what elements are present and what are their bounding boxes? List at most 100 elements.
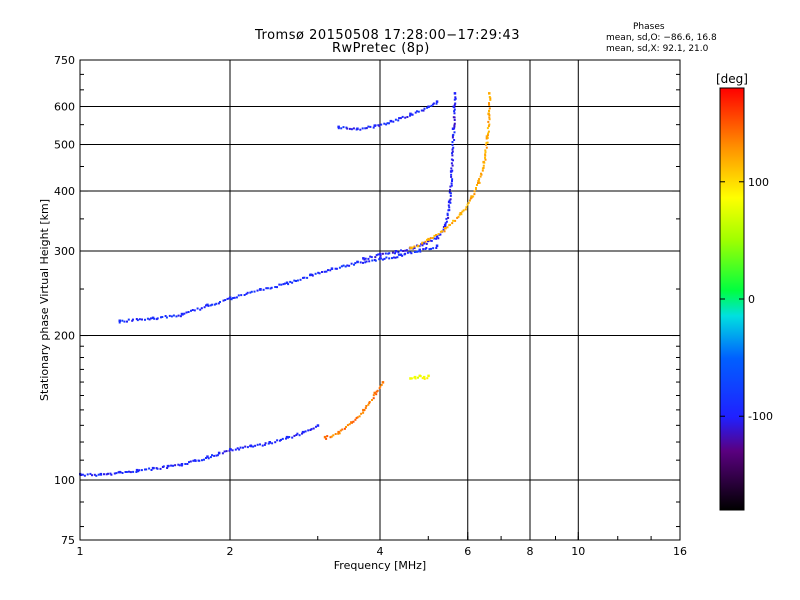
data-point bbox=[140, 469, 143, 472]
data-point bbox=[431, 103, 434, 106]
data-point bbox=[170, 315, 173, 318]
data-point bbox=[346, 424, 349, 427]
data-point bbox=[413, 251, 416, 253]
data-point bbox=[482, 166, 485, 169]
data-point bbox=[244, 445, 247, 448]
data-point bbox=[222, 299, 225, 302]
data-point bbox=[487, 132, 490, 135]
data-point bbox=[413, 247, 416, 250]
data-point bbox=[105, 473, 108, 476]
data-point bbox=[180, 312, 184, 316]
data-point bbox=[323, 435, 327, 439]
data-point bbox=[83, 474, 86, 477]
data-point bbox=[468, 199, 471, 202]
data-point bbox=[380, 383, 383, 386]
data-point bbox=[350, 262, 353, 265]
data-point bbox=[424, 240, 427, 243]
data-point bbox=[361, 127, 364, 130]
data-point bbox=[488, 116, 491, 119]
data-point bbox=[449, 170, 453, 173]
data-point bbox=[439, 230, 442, 233]
data-point bbox=[445, 217, 448, 220]
data-point bbox=[186, 463, 189, 465]
data-point bbox=[144, 468, 146, 471]
data-point bbox=[285, 435, 289, 439]
data-point bbox=[422, 248, 425, 251]
data-point bbox=[377, 124, 380, 127]
data-point bbox=[380, 123, 383, 126]
data-point bbox=[420, 109, 423, 112]
x-axis-label: Frequency [MHz] bbox=[334, 559, 426, 572]
data-point bbox=[276, 439, 279, 442]
data-point bbox=[461, 210, 464, 213]
data-point bbox=[334, 433, 337, 435]
data-point bbox=[405, 249, 408, 252]
data-point bbox=[484, 156, 486, 159]
data-point bbox=[372, 394, 375, 397]
data-point bbox=[86, 473, 89, 476]
data-point bbox=[417, 110, 420, 113]
data-point bbox=[156, 467, 159, 470]
data-point bbox=[446, 214, 449, 217]
data-point bbox=[338, 266, 341, 269]
data-point bbox=[177, 314, 180, 317]
data-point bbox=[367, 125, 370, 128]
data-point bbox=[327, 269, 329, 272]
data-point bbox=[362, 411, 365, 414]
data-point bbox=[263, 443, 266, 446]
data-point bbox=[352, 127, 355, 130]
data-point bbox=[449, 194, 452, 197]
data-point bbox=[113, 472, 116, 475]
data-point bbox=[409, 251, 412, 254]
data-point bbox=[409, 114, 411, 117]
data-point bbox=[364, 257, 367, 260]
data-point bbox=[340, 265, 343, 268]
data-point bbox=[427, 240, 429, 243]
y-tick-label: 100 bbox=[54, 474, 75, 487]
data-point bbox=[453, 131, 456, 134]
data-point bbox=[266, 287, 269, 290]
data-point bbox=[437, 237, 440, 240]
data-point bbox=[488, 96, 491, 98]
data-point bbox=[453, 125, 456, 128]
data-point bbox=[135, 318, 138, 320]
data-point bbox=[433, 237, 436, 240]
data-point bbox=[484, 158, 487, 161]
data-point bbox=[450, 162, 453, 165]
data-point bbox=[205, 304, 207, 307]
data-point bbox=[372, 397, 375, 400]
data-point bbox=[337, 127, 340, 130]
data-point bbox=[435, 247, 438, 249]
data-point bbox=[355, 417, 358, 419]
data-point bbox=[135, 468, 139, 472]
data-point bbox=[376, 389, 379, 392]
data-point bbox=[488, 118, 491, 121]
data-point bbox=[448, 199, 451, 202]
data-point bbox=[409, 112, 412, 116]
data-point bbox=[487, 120, 490, 123]
data-point bbox=[392, 120, 395, 123]
data-point bbox=[485, 135, 489, 138]
data-point bbox=[450, 175, 453, 178]
data-point bbox=[397, 119, 400, 122]
data-point bbox=[299, 278, 302, 281]
data-point bbox=[174, 464, 177, 467]
data-point bbox=[289, 280, 292, 283]
data-point bbox=[454, 96, 457, 99]
data-point bbox=[229, 296, 232, 299]
data-point bbox=[444, 225, 447, 228]
data-point bbox=[151, 466, 155, 470]
data-point bbox=[276, 286, 278, 289]
data-point bbox=[132, 470, 135, 473]
data-point bbox=[151, 316, 155, 320]
data-point bbox=[401, 115, 404, 118]
data-point bbox=[423, 377, 426, 380]
data-point bbox=[128, 470, 130, 473]
data-point bbox=[295, 280, 297, 282]
data-point bbox=[95, 474, 98, 477]
data-point bbox=[350, 128, 353, 131]
data-point bbox=[337, 432, 340, 435]
data-point bbox=[264, 442, 267, 445]
data-point bbox=[430, 239, 433, 242]
data-point bbox=[478, 178, 481, 180]
